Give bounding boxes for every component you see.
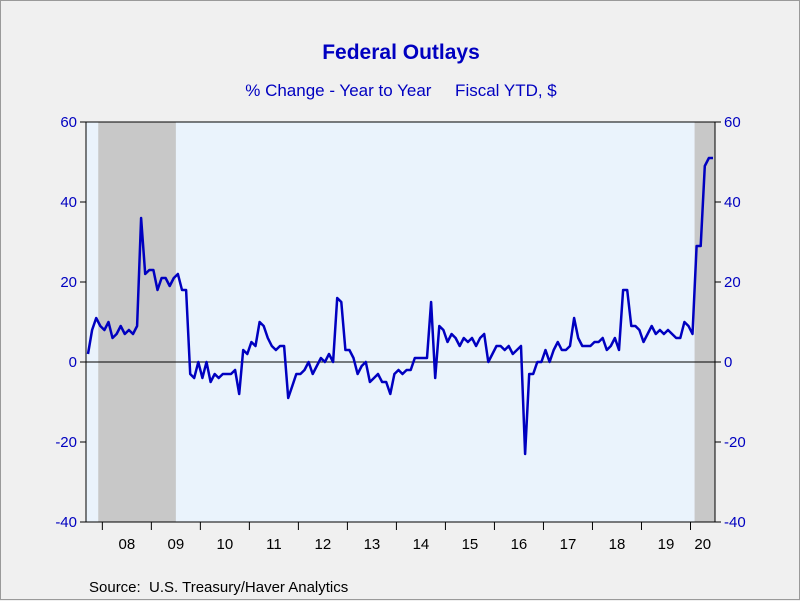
y-tick-label-left: 0 [69, 354, 77, 371]
x-tick-label: 14 [413, 536, 430, 553]
x-tick-label: 12 [315, 536, 332, 553]
x-tick-label: 19 [658, 536, 675, 553]
x-axis: 08 09 10 11 12 13 14 15 16 17 18 19 20 [101, 522, 711, 553]
y-axes: -40 -40 -20 -20 0 0 20 20 40 40 60 60 [55, 114, 745, 531]
x-tick-label: 13 [364, 536, 381, 553]
y-tick-label-left: 20 [60, 274, 77, 291]
y-tick-label-left: -40 [55, 514, 77, 531]
x-tick-label: 15 [462, 536, 479, 553]
y-tick-label-right: 20 [724, 274, 741, 291]
series-line-1 [86, 156, 713, 456]
x-tick-label: 16 [511, 536, 528, 553]
y-tick-label-right: 40 [724, 194, 741, 211]
x-tick-label: 10 [217, 536, 234, 553]
series-layer [86, 156, 713, 456]
y-tick-label-left: 60 [60, 114, 77, 131]
y-tick-label-left: 40 [60, 194, 77, 211]
y-tick-label-right: -40 [724, 514, 746, 531]
y-tick-label-left: -20 [55, 434, 77, 451]
source-note: Source: U.S. Treasury/Haver Analytics [89, 579, 348, 596]
x-tick-label: 17 [560, 536, 577, 553]
chart-title: Federal Outlays [322, 41, 480, 64]
y-tick-label-right: 60 [724, 114, 741, 131]
y-tick-label-right: -20 [724, 434, 746, 451]
chart-subtitle: % Change - Year to Year Fiscal YTD, $ [245, 81, 557, 100]
x-tick-label: 20 [694, 536, 711, 553]
x-tick-label: 08 [119, 536, 136, 553]
x-tick-label: 11 [266, 536, 282, 553]
y-tick-label-right: 0 [724, 354, 732, 371]
plot-area [86, 122, 715, 522]
x-tick-label: 18 [609, 536, 626, 553]
recession-band-2 [694, 122, 715, 522]
x-tick-label: 09 [168, 536, 185, 553]
plot-border [85, 121, 716, 523]
